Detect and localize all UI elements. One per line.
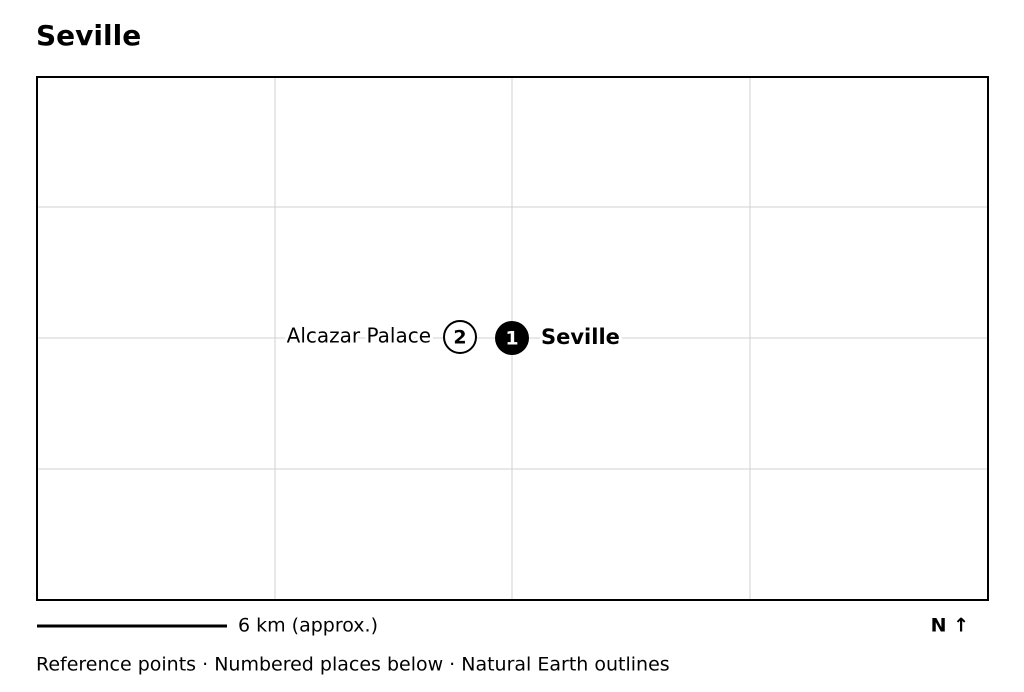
place-2: Alcazar Palace 2 — [284, 320, 477, 354]
map-footer: Reference points · Numbered places below… — [36, 654, 670, 676]
north-arrow: N ↑ — [931, 615, 969, 637]
place-label: Seville — [541, 325, 620, 349]
scale-label: 6 km (approx.) — [238, 615, 378, 637]
place-number: 2 — [453, 327, 466, 349]
place-marker — [495, 321, 529, 355]
place-number: 1 — [505, 328, 518, 350]
map-title: Seville — [36, 19, 141, 52]
place-marker — [443, 320, 477, 354]
place-1: 1 Seville — [495, 321, 623, 355]
map-border — [36, 76, 989, 601]
place-label: Alcazar Palace — [287, 324, 431, 348]
